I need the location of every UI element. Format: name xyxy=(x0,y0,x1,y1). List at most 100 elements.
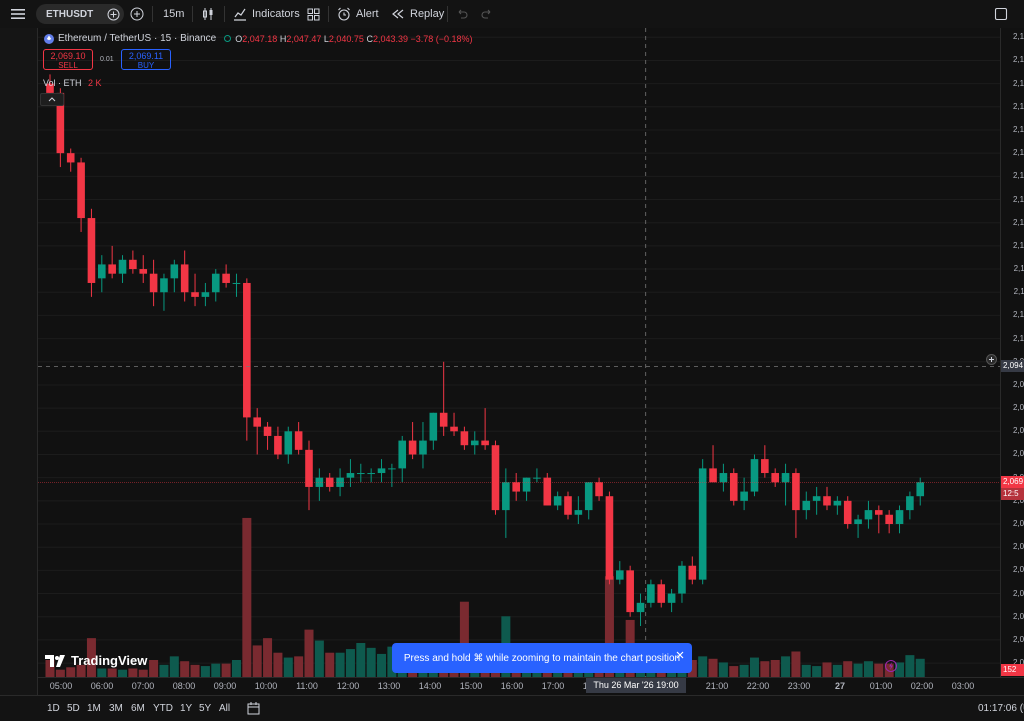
clock-text[interactable]: 01:17:06 (U xyxy=(978,703,1024,714)
range-button-5d[interactable]: 5D xyxy=(67,703,80,714)
candle[interactable] xyxy=(315,468,324,501)
candle[interactable] xyxy=(118,255,127,283)
candle[interactable] xyxy=(129,250,137,274)
indicators-button[interactable]: Indicators xyxy=(233,0,300,28)
flash-icon[interactable] xyxy=(885,660,897,672)
candle[interactable] xyxy=(812,486,821,515)
candle[interactable] xyxy=(191,273,199,307)
candle[interactable] xyxy=(419,422,427,469)
add-alert-icon[interactable] xyxy=(986,354,997,365)
candle[interactable] xyxy=(729,468,738,506)
candle[interactable] xyxy=(139,255,148,283)
candle[interactable] xyxy=(439,361,448,436)
candle[interactable] xyxy=(429,412,438,450)
candle[interactable] xyxy=(170,259,179,293)
candles-chart-type-icon[interactable] xyxy=(201,0,215,28)
range-button-1d[interactable]: 1D xyxy=(47,703,60,714)
candle[interactable] xyxy=(232,273,241,297)
add-symbol-icon[interactable] xyxy=(107,8,120,21)
menu-icon[interactable] xyxy=(8,0,28,28)
redo-icon[interactable] xyxy=(481,0,493,28)
candle[interactable] xyxy=(574,496,583,525)
candle[interactable] xyxy=(657,579,666,608)
candle[interactable] xyxy=(895,505,904,534)
candle[interactable] xyxy=(864,500,873,529)
candle[interactable] xyxy=(108,245,116,279)
candle[interactable] xyxy=(325,473,334,492)
candle[interactable] xyxy=(595,477,603,501)
candle[interactable] xyxy=(843,496,852,529)
candle[interactable] xyxy=(274,426,282,460)
candle[interactable] xyxy=(98,255,106,293)
date-range-icon[interactable] xyxy=(247,702,260,720)
candle[interactable] xyxy=(87,208,96,297)
candle[interactable] xyxy=(367,468,375,483)
close-icon[interactable] xyxy=(676,651,684,659)
candle[interactable] xyxy=(294,422,303,455)
range-button-all[interactable]: All xyxy=(219,703,231,714)
candle[interactable] xyxy=(263,422,272,450)
buy-button[interactable]: 2,069.11 BUY xyxy=(121,49,171,70)
candle[interactable] xyxy=(357,463,365,483)
candle[interactable] xyxy=(626,565,634,617)
symbol-search-button[interactable]: ETHUSDT xyxy=(36,4,124,24)
compare-icon[interactable] xyxy=(130,0,144,28)
fullscreen-icon[interactable] xyxy=(994,0,1008,28)
candle[interactable] xyxy=(450,412,458,436)
candle[interactable] xyxy=(284,426,293,464)
candle[interactable] xyxy=(667,588,676,613)
symbol-title[interactable]: Ethereum / TetherUS · 15 · Binance xyxy=(58,33,217,44)
candle[interactable] xyxy=(408,422,417,460)
candle[interactable] xyxy=(750,454,759,497)
interval-button[interactable]: 15m xyxy=(163,0,184,28)
sell-button[interactable]: 2,069.10 SELL xyxy=(43,49,93,70)
candle[interactable] xyxy=(605,491,614,585)
candle[interactable] xyxy=(584,482,593,520)
candle[interactable] xyxy=(678,561,686,603)
candle[interactable] xyxy=(709,445,717,483)
candle[interactable] xyxy=(761,445,769,478)
range-button-ytd[interactable]: YTD xyxy=(153,703,173,714)
candle[interactable] xyxy=(346,459,355,487)
candle[interactable] xyxy=(636,593,645,627)
alert-button[interactable]: Alert xyxy=(337,0,379,28)
collapse-legend-icon[interactable] xyxy=(40,93,64,106)
candle[interactable] xyxy=(833,496,842,515)
price-axis[interactable]: 2,165 2,160 2,155 2,150 2,145 2,140 2,135 2,130… xyxy=(1000,28,1024,677)
undo-icon[interactable] xyxy=(456,0,468,28)
candle[interactable] xyxy=(688,556,697,585)
replay-button[interactable]: Replay xyxy=(391,0,444,28)
candle[interactable] xyxy=(823,486,831,511)
candle[interactable] xyxy=(885,510,893,534)
candle[interactable] xyxy=(781,463,790,506)
candle[interactable] xyxy=(522,477,531,501)
candle[interactable] xyxy=(470,431,479,455)
candle[interactable] xyxy=(647,579,655,608)
range-button-1y[interactable]: 1Y xyxy=(180,703,193,714)
candle[interactable] xyxy=(502,468,510,538)
range-button-3m[interactable]: 3M xyxy=(109,703,123,714)
candle[interactable] xyxy=(771,468,779,487)
candle[interactable] xyxy=(553,491,562,511)
candle[interactable] xyxy=(243,278,251,441)
range-button-1m[interactable]: 1M xyxy=(87,703,101,714)
candle[interactable] xyxy=(698,459,707,585)
candle[interactable] xyxy=(543,473,552,506)
chart-pane[interactable] xyxy=(38,28,1000,677)
candle[interactable] xyxy=(460,426,469,450)
candle[interactable] xyxy=(211,269,220,302)
candle[interactable] xyxy=(719,463,728,492)
candle[interactable] xyxy=(253,408,261,455)
range-button-6m[interactable]: 6M xyxy=(131,703,145,714)
candle[interactable] xyxy=(564,491,572,520)
candlestick-chart[interactable] xyxy=(38,28,1000,677)
candle[interactable] xyxy=(149,259,158,307)
candle[interactable] xyxy=(533,468,541,483)
candle[interactable] xyxy=(398,435,407,483)
candle[interactable] xyxy=(491,440,500,515)
candle[interactable] xyxy=(66,148,75,172)
candle[interactable] xyxy=(616,561,624,585)
candle[interactable] xyxy=(906,491,914,520)
candle[interactable] xyxy=(388,463,396,487)
candle[interactable] xyxy=(481,408,489,450)
